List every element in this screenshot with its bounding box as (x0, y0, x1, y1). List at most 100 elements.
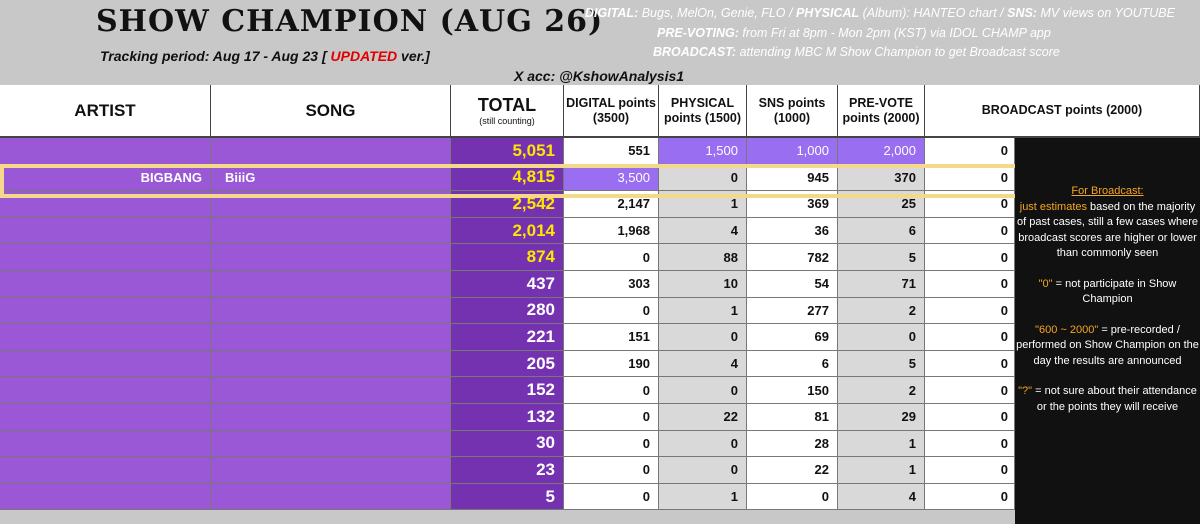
cell-broadcast: 0 (925, 377, 1015, 404)
cell-physical: 0 (659, 457, 747, 484)
cell-artist (0, 350, 211, 378)
cell-physical: 0 (659, 324, 747, 351)
cell-total: 4,815 (451, 164, 564, 192)
cell-digital: 0 (564, 404, 659, 431)
cell-total: 437 (451, 271, 564, 298)
cell-physical: 1 (659, 297, 747, 325)
cell-prevote: 2 (838, 297, 925, 325)
cell-song (211, 377, 451, 404)
column-sns: SNS points (1000) (747, 85, 838, 138)
cell-sns: 150 (747, 377, 838, 404)
cell-total: 30 (451, 430, 564, 458)
table-row: 205 190 4 6 5 0 (0, 350, 1015, 378)
cell-broadcast: 0 (925, 457, 1015, 484)
cell-broadcast: 0 (925, 164, 1015, 192)
cell-sns: 6 (747, 350, 838, 378)
cell-digital: 303 (564, 271, 659, 298)
column-physical: PHYSICAL points (1500) (659, 85, 747, 138)
table-row: 5,051 551 1,500 1,000 2,000 0 (0, 138, 1015, 165)
cell-physical: 1 (659, 191, 747, 218)
info-prevoting: PRE-VOTING: from Fri at 8pm - Mon 2pm (K… (657, 26, 1051, 40)
column-artist: ARTIST (0, 85, 211, 138)
cell-song (211, 297, 451, 325)
cell-total: 221 (451, 324, 564, 351)
column-broadcast: BROADCAST points (2000) (925, 85, 1200, 138)
cell-artist (0, 191, 211, 218)
cell-total: 132 (451, 404, 564, 431)
cell-total: 874 (451, 244, 564, 271)
notes-title: For Broadcast: (1071, 185, 1144, 197)
column-digital: DIGITAL points (3500) (564, 85, 659, 138)
cell-artist (0, 377, 211, 404)
table-row: 2,542 2,147 1 369 25 0 (0, 191, 1015, 218)
notes-estimate: just estimates based on the majority of … (1017, 200, 1198, 260)
cell-total: 205 (451, 350, 564, 378)
cell-broadcast: 0 (925, 404, 1015, 431)
cell-prevote: 1 (838, 457, 925, 484)
cell-sns: 782 (747, 244, 838, 271)
cell-artist (0, 404, 211, 431)
column-song: SONG (211, 85, 451, 138)
cell-broadcast: 0 (925, 191, 1015, 218)
cell-prevote: 25 (838, 191, 925, 218)
cell-artist (0, 297, 211, 325)
cell-total: 5 (451, 483, 564, 511)
cell-prevote: 2 (838, 377, 925, 404)
cell-song (211, 217, 451, 245)
cell-broadcast: 0 (925, 324, 1015, 351)
cell-prevote: 5 (838, 244, 925, 271)
cell-artist (0, 244, 211, 271)
table-row: 30 0 0 28 1 0 (0, 430, 1015, 458)
cell-song (211, 483, 451, 511)
cell-total: 152 (451, 377, 564, 404)
cell-physical: 4 (659, 217, 747, 245)
cell-physical: 0 (659, 164, 747, 192)
cell-song (211, 404, 451, 431)
notes-zero: "0" = not participate in Show Champion (1038, 277, 1177, 306)
cell-artist (0, 324, 211, 351)
cell-prevote: 4 (838, 483, 925, 511)
cell-prevote: 370 (838, 164, 925, 192)
cell-physical: 4 (659, 350, 747, 378)
cell-sns: 28 (747, 430, 838, 458)
cell-physical: 1,500 (659, 138, 747, 165)
header: SHOW CHAMPION (AUG 26) Tracking period: … (0, 0, 1200, 85)
cell-sns: 36 (747, 217, 838, 245)
cell-song (211, 138, 451, 165)
cell-digital: 0 (564, 430, 659, 458)
cell-artist (0, 457, 211, 484)
cell-prevote: 29 (838, 404, 925, 431)
table-row: 2,014 1,968 4 36 6 0 (0, 217, 1015, 245)
cell-digital: 0 (564, 297, 659, 325)
cell-physical: 22 (659, 404, 747, 431)
column-total: TOTAL (still counting) (451, 85, 564, 138)
cell-artist: BIGBANG (0, 164, 211, 192)
cell-physical: 1 (659, 483, 747, 511)
cell-digital: 1,968 (564, 217, 659, 245)
table-row: 874 0 88 782 5 0 (0, 244, 1015, 271)
cell-total: 5,051 (451, 138, 564, 165)
cell-digital: 190 (564, 350, 659, 378)
cell-song (211, 324, 451, 351)
cell-artist (0, 430, 211, 458)
cell-broadcast: 0 (925, 430, 1015, 458)
cell-sns: 54 (747, 271, 838, 298)
cell-artist (0, 271, 211, 298)
cell-song (211, 191, 451, 218)
page-title: SHOW CHAMPION (AUG 26) (96, 4, 604, 39)
cell-prevote: 6 (838, 217, 925, 245)
table-row: BIGBANG BiiiG 4,815 3,500 0 945 370 0 (0, 164, 1015, 192)
cell-broadcast: 0 (925, 483, 1015, 511)
cell-prevote: 5 (838, 350, 925, 378)
cell-song (211, 244, 451, 271)
cell-sns: 945 (747, 164, 838, 192)
table-row: 132 0 22 81 29 0 (0, 404, 1015, 431)
tracking-period: Tracking period: Aug 17 - Aug 23 [ UPDAT… (100, 48, 430, 64)
table-row: 23 0 0 22 1 0 (0, 457, 1015, 484)
cell-artist (0, 217, 211, 245)
x-account: X acc: @KshowAnalysis1 (514, 68, 685, 84)
cell-total: 2,014 (451, 217, 564, 245)
cell-total: 280 (451, 297, 564, 325)
cell-prevote: 71 (838, 271, 925, 298)
